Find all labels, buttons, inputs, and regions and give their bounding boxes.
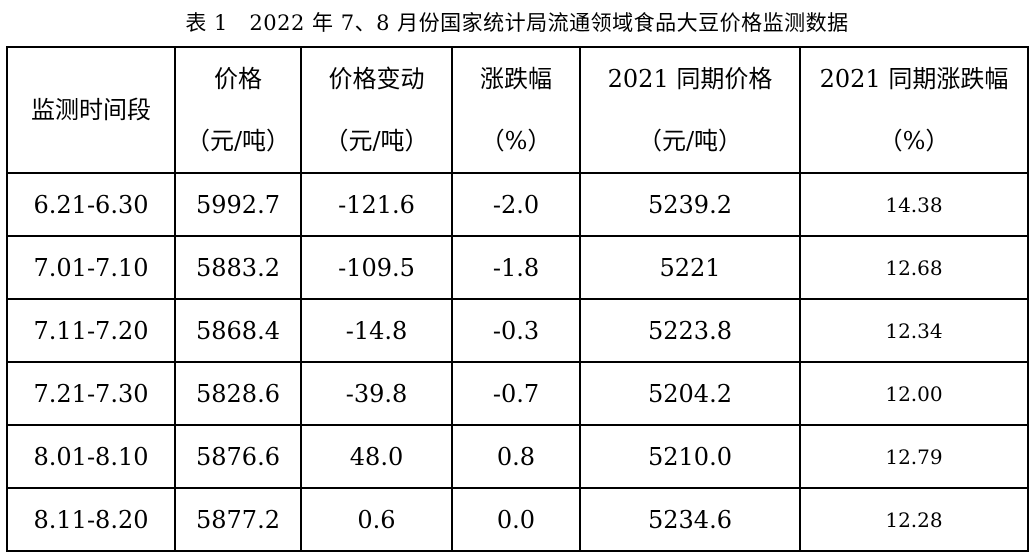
cell-price: 5877.2 xyxy=(174,487,302,552)
cell-2021-price: 5239.2 xyxy=(579,172,801,237)
cell-price-change: -14.8 xyxy=(300,298,453,363)
cell-price: 5883.2 xyxy=(174,235,302,300)
cell-period: 8.11-8.20 xyxy=(6,487,176,552)
cell-2021-price: 5234.6 xyxy=(579,487,801,552)
cell-2021-change-rate: 12.68 xyxy=(799,235,1029,300)
header-price-change: 价格变动 （元/吨） xyxy=(300,46,453,174)
cell-2021-change-rate: 12.00 xyxy=(799,361,1029,426)
cell-price-change: -109.5 xyxy=(300,235,453,300)
cell-2021-change-rate: 12.34 xyxy=(799,298,1029,363)
header-price-unit: （元/吨） xyxy=(185,127,291,155)
cell-price: 5828.6 xyxy=(174,361,302,426)
cell-2021-change-rate: 12.28 xyxy=(799,487,1029,552)
header-2021-price-label: 2021 同期价格 xyxy=(607,65,773,93)
table-header-row: 监测时间段 价格 （元/吨） 价格变动 （元/吨） 涨跌幅 （%） 2021 同… xyxy=(6,46,1029,174)
cell-period: 7.11-7.20 xyxy=(6,298,176,363)
cell-price-change: -39.8 xyxy=(300,361,453,426)
table-row: 7.01-7.10 5883.2 -109.5 -1.8 5221 12.68 xyxy=(6,235,1029,300)
header-change-rate-label: 涨跌幅 xyxy=(480,65,552,93)
price-monitoring-table: 监测时间段 价格 （元/吨） 价格变动 （元/吨） 涨跌幅 （%） 2021 同… xyxy=(6,46,1029,552)
table-caption: 表 1 2022 年 7、8 月份国家统计局流通领域食品大豆价格监测数据 xyxy=(185,11,849,35)
header-price-label: 价格 xyxy=(214,65,262,93)
table-row: 7.21-7.30 5828.6 -39.8 -0.7 5204.2 12.00 xyxy=(6,361,1029,426)
table-row: 7.11-7.20 5868.4 -14.8 -0.3 5223.8 12.34 xyxy=(6,298,1029,363)
header-price: 价格 （元/吨） xyxy=(174,46,302,174)
cell-change-rate: -0.7 xyxy=(451,361,581,426)
table-row: 6.21-6.30 5992.7 -121.6 -2.0 5239.2 14.3… xyxy=(6,172,1029,237)
header-2021-price-unit: （元/吨） xyxy=(637,127,743,155)
table-row: 8.11-8.20 5877.2 0.6 0.0 5234.6 12.28 xyxy=(6,487,1029,552)
cell-period: 8.01-8.10 xyxy=(6,424,176,489)
cell-change-rate: 0.8 xyxy=(451,424,581,489)
cell-change-rate: 0.0 xyxy=(451,487,581,552)
header-2021-price: 2021 同期价格 （元/吨） xyxy=(579,46,801,174)
cell-change-rate: -2.0 xyxy=(451,172,581,237)
header-price-change-label: 价格变动 xyxy=(328,65,425,93)
cell-price-change: -121.6 xyxy=(300,172,453,237)
cell-price-change: 0.6 xyxy=(300,487,453,552)
header-change-rate: 涨跌幅 （%） xyxy=(451,46,581,174)
cell-2021-price: 5204.2 xyxy=(579,361,801,426)
cell-price: 5876.6 xyxy=(174,424,302,489)
table-row: 8.01-8.10 5876.6 48.0 0.8 5210.0 12.79 xyxy=(6,424,1029,489)
header-2021-change-rate: 2021 同期涨跌幅 （%） xyxy=(799,46,1029,174)
cell-2021-price: 5210.0 xyxy=(579,424,801,489)
cell-change-rate: -0.3 xyxy=(451,298,581,363)
cell-price-change: 48.0 xyxy=(300,424,453,489)
header-change-rate-unit: （%） xyxy=(480,127,552,155)
cell-change-rate: -1.8 xyxy=(451,235,581,300)
cell-2021-change-rate: 14.38 xyxy=(799,172,1029,237)
cell-period: 7.01-7.10 xyxy=(6,235,176,300)
cell-price: 5992.7 xyxy=(174,172,302,237)
header-2021-change-rate-label: 2021 同期涨跌幅 xyxy=(819,65,1009,93)
header-price-change-unit: （元/吨） xyxy=(324,127,429,155)
cell-price: 5868.4 xyxy=(174,298,302,363)
cell-period: 6.21-6.30 xyxy=(6,172,176,237)
header-2021-change-rate-unit: （%） xyxy=(878,127,950,155)
cell-period: 7.21-7.30 xyxy=(6,361,176,426)
cell-2021-price: 5223.8 xyxy=(579,298,801,363)
header-period: 监测时间段 xyxy=(6,46,176,174)
cell-2021-change-rate: 12.79 xyxy=(799,424,1029,489)
header-period-label: 监测时间段 xyxy=(31,96,151,124)
cell-2021-price: 5221 xyxy=(579,235,801,300)
